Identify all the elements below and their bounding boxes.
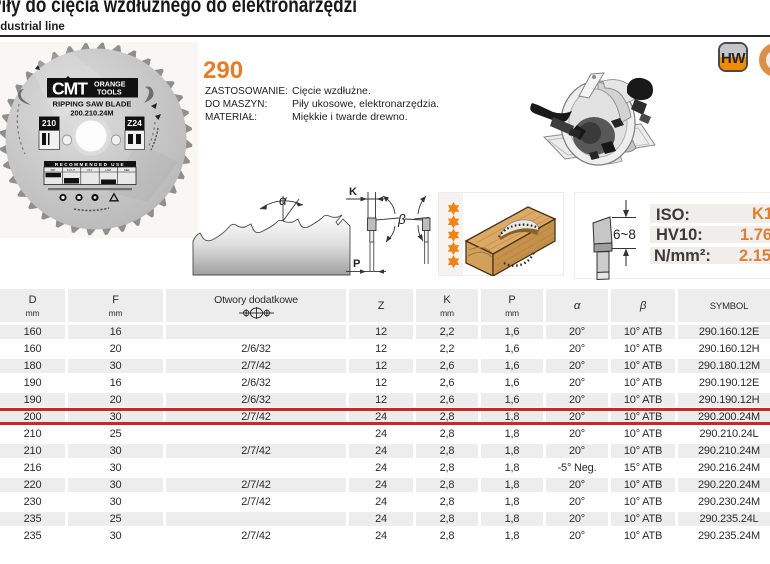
svg-text:PLY: PLY xyxy=(87,168,92,172)
svg-text:RIPPING SAW BLADE: RIPPING SAW BLADE xyxy=(53,100,132,109)
svg-text:X-CUT: X-CUT xyxy=(67,168,76,172)
svg-text:TOOLS: TOOLS xyxy=(97,88,122,97)
svg-text:200.210.24M: 200.210.24M xyxy=(70,109,113,118)
svg-text:β: β xyxy=(397,212,406,227)
svg-text:210: 210 xyxy=(42,118,56,128)
svg-text:RIP: RIP xyxy=(51,168,56,172)
svg-text:α: α xyxy=(279,193,288,208)
svg-text:K: K xyxy=(349,186,357,198)
svg-text:LAM: LAM xyxy=(105,168,111,172)
svg-text:Z24: Z24 xyxy=(127,118,142,128)
svg-text:MEL: MEL xyxy=(124,168,130,172)
svg-text:RECOMMENDED USE: RECOMMENDED USE xyxy=(55,162,125,167)
svg-text:CMT: CMT xyxy=(52,79,88,99)
svg-text:ORANGE: ORANGE xyxy=(94,80,126,89)
svg-text:P: P xyxy=(353,258,360,270)
